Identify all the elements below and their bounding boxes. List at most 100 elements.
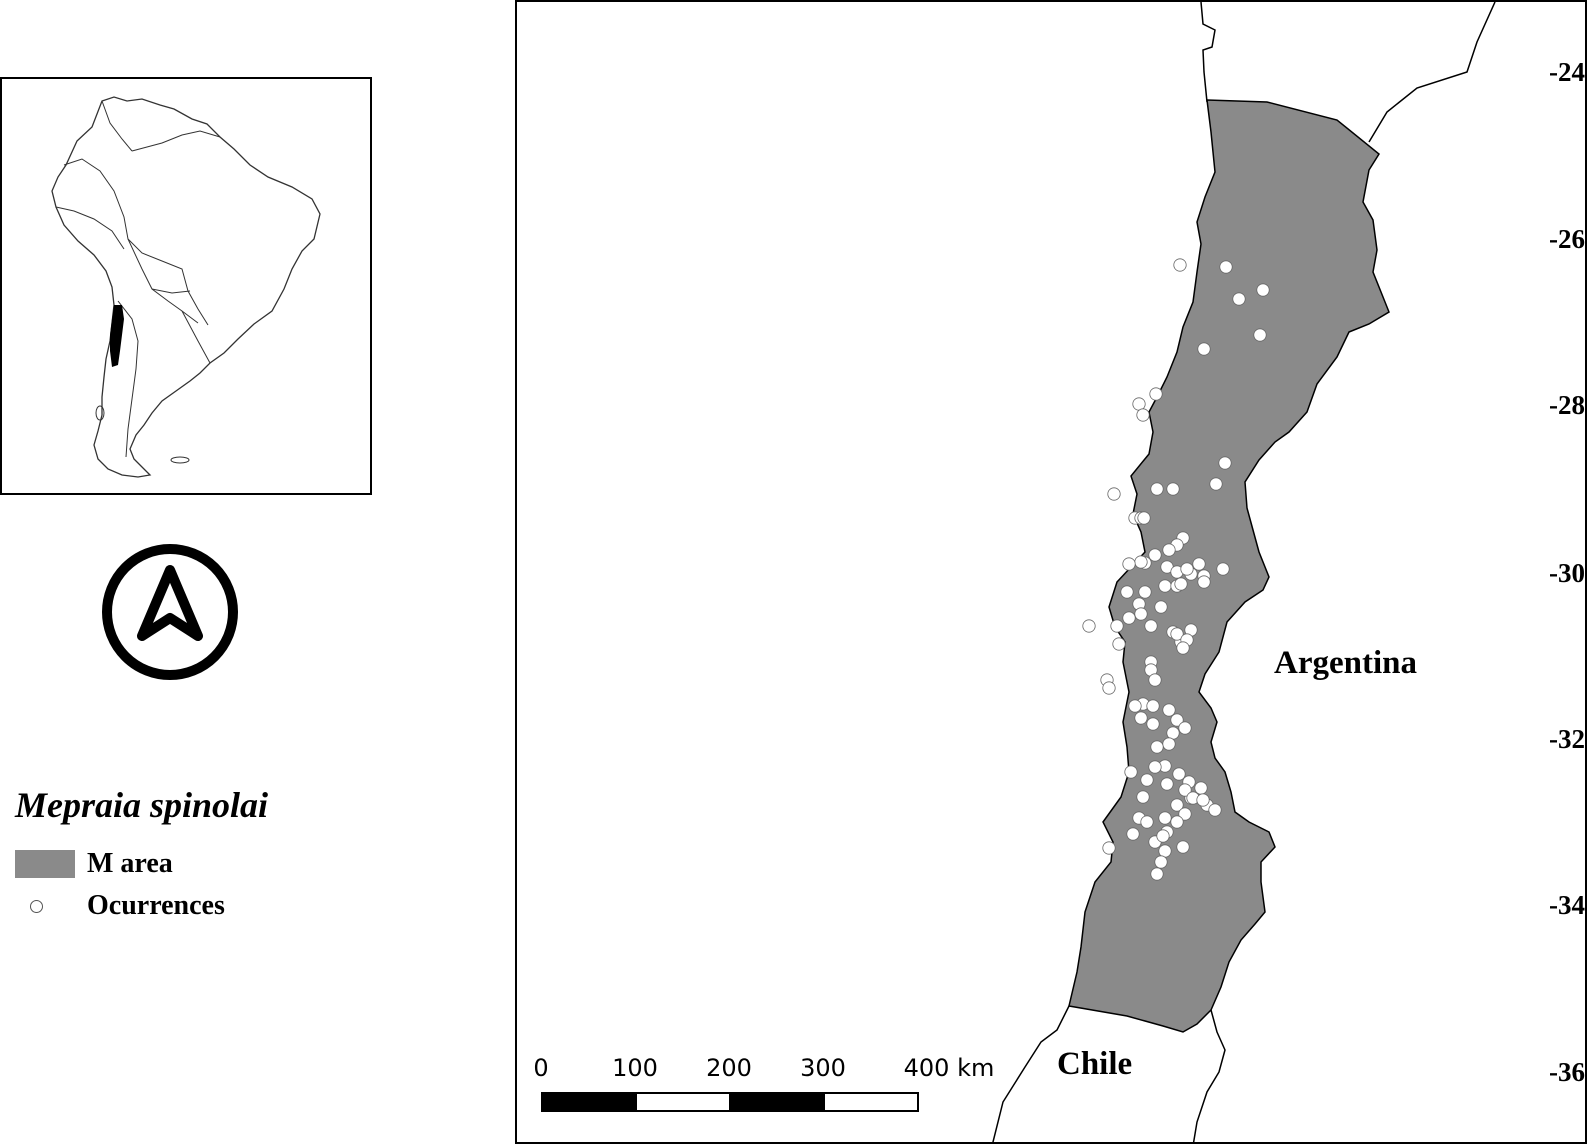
occurrence-point	[1154, 855, 1168, 869]
legend-item-occurrences: Ocurrences	[15, 889, 225, 923]
occurrence-point	[1162, 703, 1176, 717]
latitude-tick-26: -26	[1549, 224, 1585, 254]
occurrence-point	[1150, 482, 1164, 496]
north-arrow-icon	[98, 540, 242, 684]
occurrence-point	[1140, 815, 1154, 829]
occurrence-point	[1102, 841, 1116, 855]
occurrence-point	[1170, 798, 1184, 812]
label-argentina: Argentina	[1274, 645, 1417, 681]
occurrence-point	[1166, 726, 1180, 740]
occurrence-point	[1137, 511, 1151, 525]
latitude-tick-34: -34	[1549, 890, 1585, 920]
occurrence-point	[1176, 641, 1190, 655]
occurrence-point	[1192, 557, 1206, 571]
scale-label-300: 300	[800, 1054, 846, 1082]
scale-segment-1	[541, 1092, 637, 1112]
legend-title: Mepraia spinolai	[15, 785, 269, 825]
occurrence-point	[1219, 260, 1233, 274]
occurrence-point	[1146, 699, 1160, 713]
occurrence-points	[1082, 258, 1270, 881]
occurrence-point	[1170, 627, 1184, 641]
occurrence-point	[1209, 477, 1223, 491]
occurrence-point	[1174, 577, 1188, 591]
occurrence-point	[1120, 585, 1134, 599]
occurrence-point	[1148, 760, 1162, 774]
scale-label-200: 200	[706, 1054, 752, 1082]
occurrence-point	[1197, 342, 1211, 356]
occurrence-point	[1132, 397, 1146, 411]
occurrence-point	[1124, 765, 1138, 779]
scale-segment-2	[635, 1092, 731, 1112]
occurrence-point	[1110, 619, 1124, 633]
latitude-tick-36: -36	[1549, 1057, 1585, 1087]
scale-bar: 0 100 200 300 400 km	[533, 1054, 994, 1124]
occurrence-point	[1134, 607, 1148, 621]
occurrence-point	[1170, 713, 1184, 727]
occurrence-point	[1256, 283, 1270, 297]
scale-label-400: 400 km	[903, 1054, 995, 1082]
latitude-tick-28: -28	[1549, 390, 1585, 420]
occurrence-point	[1149, 387, 1163, 401]
occurrence-point	[1082, 619, 1096, 633]
latitude-tick-30: -30	[1549, 558, 1585, 588]
occurrence-point	[1150, 867, 1164, 881]
occurrence-point	[1107, 487, 1121, 501]
occurrence-point	[1102, 681, 1116, 695]
occurrence-point	[1232, 292, 1246, 306]
occurrence-point	[1148, 673, 1162, 687]
scale-label-100: 100	[612, 1054, 658, 1082]
occurrence-point	[1180, 562, 1194, 576]
m-area-polygon	[1068, 99, 1390, 1033]
latitude-tick-24: -24	[1549, 57, 1585, 87]
inset-map	[0, 77, 372, 495]
main-map-geography	[992, 2, 1496, 1142]
occurrence-point	[1197, 575, 1211, 589]
latitude-tick-32: -32	[1549, 724, 1585, 754]
occurrence-point	[1156, 829, 1170, 843]
occurrence-point	[1136, 790, 1150, 804]
occurrence-point	[1216, 562, 1230, 576]
main-map: Argentina Chile -24 -26 -28 -30 -32 -34 …	[515, 0, 1587, 1144]
occurrence-point	[1148, 548, 1162, 562]
occurrence-dot-icon	[15, 892, 75, 920]
occurrence-point	[1150, 740, 1164, 754]
legend-label-occurrences: Ocurrences	[87, 890, 225, 921]
occurrence-point	[1176, 840, 1190, 854]
occurrence-point	[1158, 811, 1172, 825]
occurrence-point	[1138, 585, 1152, 599]
occurrence-point	[1122, 611, 1136, 625]
scale-segment-3	[729, 1092, 825, 1112]
area-swatch-icon	[15, 850, 75, 878]
legend-label-m-area: M area	[87, 848, 173, 879]
occurrence-point	[1218, 456, 1232, 470]
label-chile: Chile	[1057, 1046, 1133, 1082]
occurrence-point	[1128, 699, 1142, 713]
occurrence-point	[1154, 600, 1168, 614]
occurrence-point	[1134, 711, 1148, 725]
south-america-outline	[51, 96, 321, 478]
occurrence-point	[1136, 408, 1150, 422]
scale-label-0: 0	[533, 1054, 549, 1082]
scale-segment-4	[823, 1092, 919, 1112]
occurrence-point	[1126, 827, 1140, 841]
occurrence-point	[1140, 773, 1154, 787]
occurrence-point	[1160, 777, 1174, 791]
occurrence-point	[1166, 482, 1180, 496]
occurrence-point	[1253, 328, 1267, 342]
occurrence-point	[1134, 555, 1148, 569]
legend-item-m-area: M area	[15, 847, 173, 881]
occurrence-point	[1158, 579, 1172, 593]
occurrence-point	[1146, 717, 1160, 731]
occurrence-point	[1178, 807, 1192, 821]
occurrence-point	[1170, 815, 1184, 829]
occurrence-point	[1158, 844, 1172, 858]
occurrence-point	[1178, 783, 1192, 797]
occurrence-point	[1172, 767, 1186, 781]
occurrence-point	[1162, 737, 1176, 751]
occurrence-point	[1144, 619, 1158, 633]
occurrence-point	[1208, 803, 1222, 817]
occurrence-point	[1178, 721, 1192, 735]
occurrence-point	[1162, 543, 1176, 557]
occurrence-point	[1173, 258, 1187, 272]
occurrence-point	[1194, 781, 1208, 795]
